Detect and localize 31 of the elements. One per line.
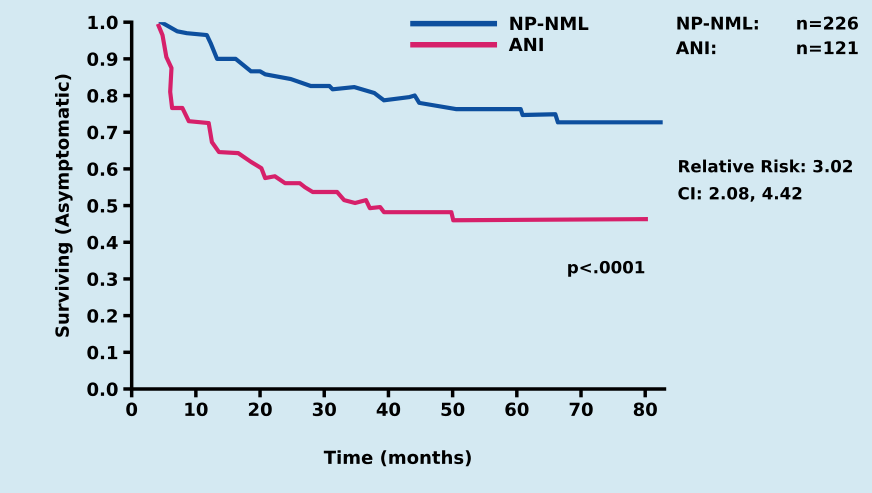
text: n=226 (797, 16, 858, 30)
y-tick-label: 0.7 (87, 126, 118, 140)
text: Relative Risk: 3.02 (679, 160, 852, 172)
x-tick-label: 20 (248, 402, 272, 416)
text: CI: 2.08, 4.42 (678, 186, 802, 202)
y-tick-label: 0.1 (87, 346, 118, 360)
text: NP-NML: (677, 16, 758, 30)
x-tick-label: 30 (312, 402, 336, 416)
x-tick-label: 60 (505, 402, 529, 416)
text: ANI: (676, 41, 716, 54)
annotation: p<.0001 (568, 260, 644, 277)
y-tick-label: 0.2 (87, 309, 117, 323)
x-tick-label: 0 (126, 402, 138, 416)
y-tick-label: 0.6 (87, 162, 118, 176)
y-tick-label: 0.5 (87, 199, 118, 213)
x-tick-label: 70 (570, 402, 593, 416)
x-tick-label: 80 (634, 402, 657, 416)
x-tick-label: 40 (376, 402, 400, 416)
x-tick-label: 10 (185, 402, 208, 416)
y-axis-title: Surviving (Asymptomatic) (54, 74, 73, 337)
y-tick-label: 0.8 (87, 89, 118, 103)
x-axis-title: Time (months) (324, 450, 471, 466)
legend-label: NP-NML (510, 16, 588, 30)
y-tick-label: 1.0 (88, 16, 118, 30)
y-tick-label: 0.9 (87, 52, 118, 66)
y-tick-label: 0.3 (87, 272, 118, 286)
legend-label: ANI (508, 38, 543, 52)
text: n=121 (797, 41, 858, 54)
y-tick-label: 0.0 (87, 382, 118, 396)
x-tick-label: 50 (441, 402, 464, 416)
y-tick-label: 0.4 (87, 236, 118, 250)
